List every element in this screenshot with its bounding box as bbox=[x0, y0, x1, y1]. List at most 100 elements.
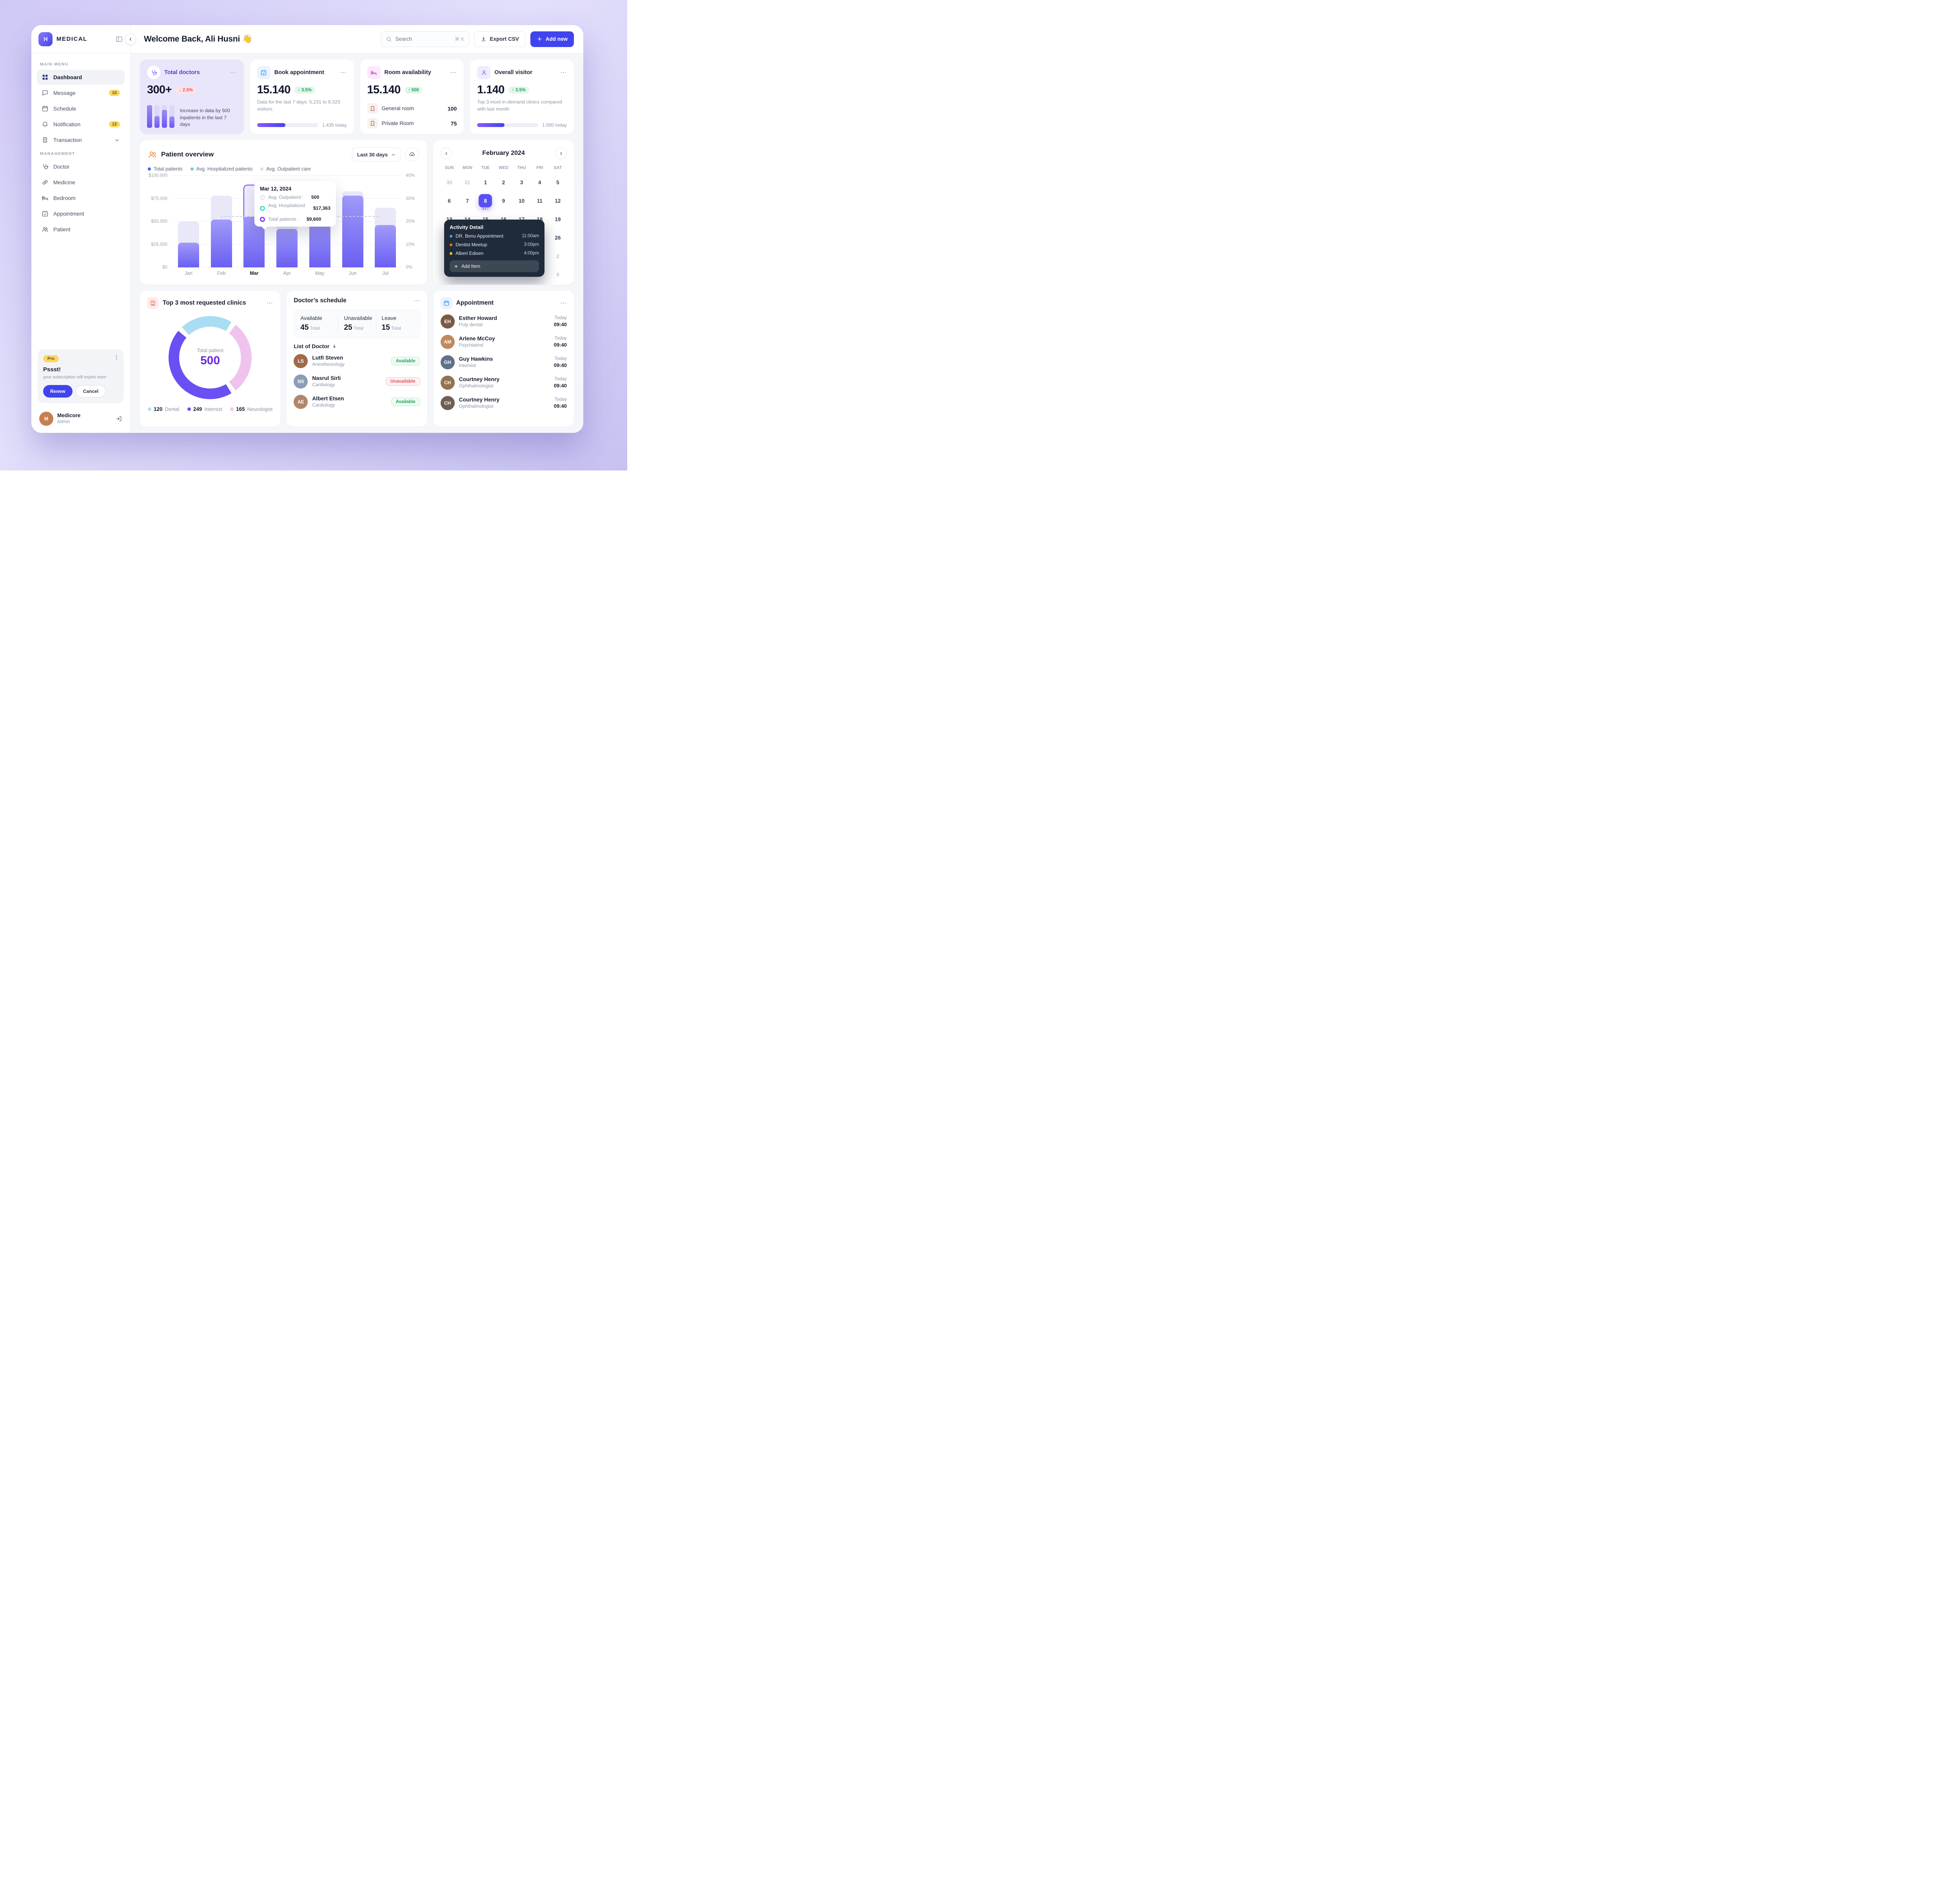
doctor-specialty: Cardiology bbox=[312, 402, 335, 408]
room-type-row: Private Room 75 bbox=[367, 118, 457, 129]
bar-group[interactable]: Feb bbox=[205, 176, 238, 276]
sidebar-item-medicine[interactable]: Medicine bbox=[37, 175, 125, 190]
export-csv-label: Export CSV bbox=[490, 36, 519, 42]
calendar-day[interactable]: 9 bbox=[494, 194, 512, 207]
more-menu-icon[interactable] bbox=[266, 300, 273, 307]
calendar-day[interactable]: 4 bbox=[531, 176, 549, 189]
activity-item[interactable]: DR. Benu Appointment 11:00am bbox=[450, 233, 539, 239]
date-range-select[interactable]: Last 30 days bbox=[352, 147, 401, 162]
calendar-day[interactable]: 19 bbox=[549, 213, 567, 226]
more-menu-icon[interactable] bbox=[450, 69, 457, 76]
doctor-row[interactable]: AE Albert Etsen Cardiology Available bbox=[294, 392, 420, 412]
legend-label: Total patients bbox=[154, 166, 183, 172]
calendar-next-button[interactable] bbox=[555, 147, 567, 159]
legend-label: Internist bbox=[204, 406, 222, 412]
stat-title: Book appointment bbox=[274, 69, 325, 76]
calendar-day-number: 12 bbox=[555, 198, 561, 204]
activity-item[interactable]: Albert Edisen 4:00pm bbox=[450, 251, 539, 256]
calendar-day[interactable]: 2 bbox=[494, 176, 512, 189]
bar-group[interactable]: Apr bbox=[270, 176, 303, 276]
renew-button[interactable]: Renew bbox=[43, 385, 73, 398]
download-chart-button[interactable] bbox=[405, 147, 419, 162]
stat-value: 300+ bbox=[147, 84, 172, 96]
sidebar-item-doctor[interactable]: Doctor bbox=[37, 159, 125, 174]
activity-color-dot bbox=[450, 243, 453, 246]
donut-center-value: 500 bbox=[200, 354, 220, 367]
download-icon bbox=[481, 36, 486, 42]
appointment-row[interactable]: AM Arlene McCoy Psychiatrist Today 09:40 bbox=[440, 332, 567, 352]
appointment-row[interactable]: CH Courtney Henry Ophthalmologist Today 09:4… bbox=[440, 372, 567, 393]
sidebar-item-patient[interactable]: Patient bbox=[37, 222, 125, 237]
sidebar-item-transaction[interactable]: Transaction bbox=[37, 133, 125, 147]
collapse-sidebar-icon[interactable] bbox=[115, 35, 123, 43]
calendar-day[interactable]: 8 bbox=[476, 194, 494, 210]
doctor-row[interactable]: LS Lutfi Steven Anesthesiology Available bbox=[294, 351, 420, 371]
calendar-prev-button[interactable] bbox=[440, 147, 452, 159]
calendar-day[interactable]: 26 bbox=[549, 231, 567, 244]
delta-badge: 500 bbox=[404, 86, 423, 94]
more-menu-icon[interactable] bbox=[560, 69, 567, 76]
cancel-button[interactable]: Cancel bbox=[75, 385, 106, 398]
calendar-day[interactable]: 2 bbox=[549, 249, 567, 263]
calendar-day[interactable]: 5 bbox=[549, 176, 567, 189]
doctor-list-title: List of Doctor bbox=[294, 343, 420, 349]
appointment-specialty: Psychiatrist bbox=[459, 342, 483, 348]
appointment-row[interactable]: EH Esther Howard Poly dental Today 09:40 bbox=[440, 311, 567, 332]
donut-center: Total patient 500 bbox=[179, 327, 241, 389]
kebab-menu-icon[interactable] bbox=[113, 354, 120, 361]
search-box[interactable]: ⌘ K bbox=[381, 31, 470, 47]
add-item-button[interactable]: Add Item bbox=[450, 260, 539, 272]
activity-item[interactable]: Dentist Meetup 3:00pm bbox=[450, 242, 539, 247]
doctor-row[interactable]: NS Nasrul Sirli Cardiology Unavailable bbox=[294, 371, 420, 392]
logout-icon[interactable] bbox=[115, 415, 122, 422]
appointment-time: Today 09:40 bbox=[554, 315, 567, 328]
sidebar-item-dashboard[interactable]: Dashboard bbox=[37, 70, 125, 85]
calendar-day[interactable]: 11 bbox=[531, 194, 549, 207]
calendar-day[interactable]: 12 bbox=[549, 194, 567, 207]
calendar-day[interactable]: 3 bbox=[513, 176, 531, 189]
calendar-day[interactable]: 7 bbox=[458, 194, 476, 207]
more-menu-icon[interactable] bbox=[340, 69, 347, 76]
calendar-day[interactable]: 30 bbox=[440, 176, 458, 189]
sidebar-item-bedroom[interactable]: Bedroom bbox=[37, 191, 125, 205]
search-input[interactable] bbox=[395, 36, 439, 42]
calendar-day[interactable]: 31 bbox=[458, 176, 476, 189]
user-profile[interactable]: M Medicore Admin bbox=[31, 408, 130, 433]
bar-total-patients bbox=[178, 242, 199, 267]
appointment-row[interactable]: GH Guy Hawkins Internist Today 09:40 bbox=[440, 352, 567, 372]
tooltip-ring bbox=[260, 205, 265, 211]
bar-group[interactable]: Jul bbox=[369, 176, 402, 276]
management-title: MANAGEMENT bbox=[40, 151, 75, 156]
add-new-button[interactable]: Add new bbox=[530, 31, 574, 47]
top-clinics-card: Top 3 most requested clinics Total patie… bbox=[140, 291, 281, 427]
more-menu-icon[interactable] bbox=[560, 300, 567, 307]
status-badge: Available bbox=[391, 398, 420, 406]
calendar-day[interactable]: 9 bbox=[549, 268, 567, 281]
calendar-day[interactable]: 10 bbox=[513, 194, 531, 207]
y-axis-left: $100.000 $75.000 $50.000 $25.000 $0 bbox=[149, 173, 167, 270]
back-button[interactable] bbox=[125, 34, 136, 45]
calendar-day-number: 8 bbox=[479, 194, 492, 207]
sidebar-item-message[interactable]: Message 10 bbox=[37, 85, 125, 100]
bar-group[interactable]: Jan bbox=[172, 176, 205, 276]
stethoscope-icon bbox=[42, 163, 49, 170]
appointment-row[interactable]: CH Courtney Henry Ophthalmologist Today 09:4… bbox=[440, 393, 567, 413]
sidebar-item-label: Bedroom bbox=[53, 195, 76, 201]
sidebar-item-appointment[interactable]: Appointment bbox=[37, 206, 125, 221]
sidebar-item-label: Patient bbox=[53, 226, 71, 233]
calendar-day[interactable]: 6 bbox=[440, 194, 458, 207]
arrow-down-icon[interactable] bbox=[332, 343, 337, 349]
export-csv-button[interactable]: Export CSV bbox=[474, 31, 526, 47]
doctor-list-title-text: List of Doctor bbox=[294, 343, 330, 349]
appointment-specialty: Internist bbox=[459, 363, 476, 369]
bar-group[interactable]: Jun bbox=[336, 176, 369, 276]
sidebar-item-schedule[interactable]: Schedule bbox=[37, 101, 125, 116]
appointment-list: EH Esther Howard Poly dental Today 09:40 AM Ar… bbox=[440, 311, 567, 413]
book-appointment-card: Book appointment 15.140 3.5% Data for th… bbox=[250, 60, 354, 134]
sidebar-item-label: Dashboard bbox=[53, 74, 82, 80]
bottom-row: Top 3 most requested clinics Total patie… bbox=[140, 291, 574, 427]
more-menu-icon[interactable] bbox=[413, 297, 420, 304]
more-menu-icon[interactable] bbox=[230, 69, 237, 76]
calendar-day[interactable]: 1 bbox=[476, 176, 494, 189]
sidebar-item-notification[interactable]: Notification 12 bbox=[37, 117, 125, 132]
